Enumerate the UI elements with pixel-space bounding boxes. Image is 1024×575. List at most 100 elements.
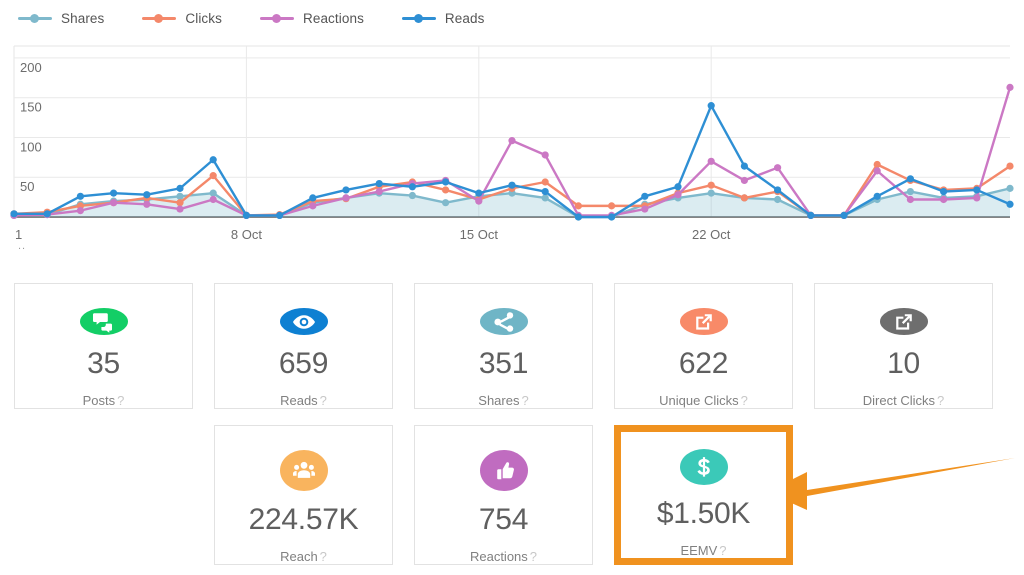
metric-card-unique-clicks[interactable]: 622 Unique Clicks?: [614, 283, 793, 409]
series-point-reads[interactable]: [276, 211, 284, 220]
metric-card-shares[interactable]: 351 Shares?: [414, 283, 593, 409]
series-point-reactions[interactable]: [375, 187, 383, 196]
series-point-reads[interactable]: [43, 210, 51, 218]
series-point-reads[interactable]: [76, 192, 84, 200]
series-point-reads[interactable]: [740, 162, 749, 170]
series-point-reads[interactable]: [674, 183, 682, 191]
series-point-clicks[interactable]: [209, 172, 217, 180]
series-point-shares[interactable]: [906, 187, 915, 196]
series-point-clicks[interactable]: [442, 186, 450, 194]
series-point-reads[interactable]: [574, 213, 583, 221]
series-point-reads[interactable]: [342, 186, 350, 194]
series-point-reads[interactable]: [143, 191, 151, 199]
series-point-reactions[interactable]: [76, 207, 84, 215]
help-icon[interactable]: ?: [529, 549, 538, 564]
series-point-clicks[interactable]: [541, 178, 549, 186]
series-point-reads[interactable]: [774, 186, 782, 194]
series-point-reactions[interactable]: [674, 191, 682, 199]
series-point-reads[interactable]: [608, 213, 616, 221]
legend-item-reactions[interactable]: Reactions: [259, 11, 364, 26]
help-icon[interactable]: ?: [319, 549, 327, 564]
series-point-reactions[interactable]: [973, 194, 981, 202]
series-point-reads[interactable]: [940, 187, 948, 196]
series-point-clicks[interactable]: [608, 202, 616, 210]
series-point-shares[interactable]: [209, 189, 217, 197]
series-point-clicks[interactable]: [707, 181, 715, 189]
eye-icon: [279, 308, 328, 335]
legend-item-shares[interactable]: Shares: [18, 11, 104, 26]
series-point-reactions[interactable]: [1006, 83, 1014, 91]
series-point-reads[interactable]: [375, 179, 383, 188]
series-point-reads[interactable]: [973, 186, 981, 194]
help-icon[interactable]: ?: [117, 393, 125, 408]
external-link-icon: [679, 308, 728, 335]
series-point-reactions[interactable]: [906, 195, 915, 204]
series-point-reads[interactable]: [209, 156, 217, 164]
series-point-reads[interactable]: [906, 175, 915, 183]
series-point-reads[interactable]: [408, 183, 416, 191]
series-point-reactions[interactable]: [873, 167, 881, 175]
series-point-reads[interactable]: [10, 210, 18, 218]
help-icon[interactable]: ?: [719, 543, 727, 558]
help-icon[interactable]: ?: [740, 393, 748, 408]
y-axis-tick-label: 100: [20, 139, 42, 154]
series-point-shares[interactable]: [176, 192, 184, 200]
series-point-reads[interactable]: [541, 187, 549, 196]
series-point-shares[interactable]: [541, 194, 549, 202]
series-point-reactions[interactable]: [541, 151, 549, 159]
series-point-reads[interactable]: [641, 192, 649, 200]
series-point-reads[interactable]: [873, 192, 881, 200]
series-point-reactions[interactable]: [110, 199, 118, 207]
series-point-reads[interactable]: [309, 194, 317, 202]
metric-card-reactions[interactable]: 754 Reactions?: [414, 425, 593, 565]
series-point-reads[interactable]: [508, 181, 516, 189]
help-icon[interactable]: ?: [521, 393, 529, 408]
help-icon[interactable]: ?: [319, 393, 327, 408]
metric-label: Unique Clicks: [659, 393, 739, 408]
metric-card-direct-clicks[interactable]: 10 Direct Clicks?: [814, 283, 993, 409]
legend-item-clicks[interactable]: Clicks: [142, 11, 222, 26]
series-point-reactions[interactable]: [475, 197, 483, 205]
series-point-reactions[interactable]: [176, 205, 184, 213]
series-point-reads[interactable]: [840, 211, 848, 220]
series-point-reactions[interactable]: [143, 200, 151, 208]
metric-card-reads[interactable]: 659 Reads?: [214, 283, 393, 409]
series-point-shares[interactable]: [774, 195, 782, 204]
series-point-shares[interactable]: [707, 189, 715, 197]
series-point-clicks[interactable]: [873, 160, 881, 169]
metric-card-posts[interactable]: 35 Posts?: [14, 283, 193, 409]
legend-item-label: Reads: [444, 10, 485, 26]
metric-card-reach[interactable]: 224.57K Reach?: [214, 425, 393, 565]
metric-value: 622: [678, 347, 729, 380]
series-point-reads[interactable]: [707, 102, 715, 110]
series-point-clicks[interactable]: [740, 194, 749, 202]
series-point-reactions[interactable]: [707, 157, 715, 165]
series-point-shares[interactable]: [442, 199, 450, 207]
series-point-reads[interactable]: [242, 211, 250, 220]
metric-value: $1.50K: [656, 497, 751, 530]
series-point-reads[interactable]: [1006, 200, 1014, 208]
series-point-clicks[interactable]: [176, 199, 184, 207]
series-point-reads[interactable]: [442, 178, 450, 186]
series-point-shares[interactable]: [1006, 184, 1014, 192]
dollar-icon: [679, 449, 728, 485]
series-point-shares[interactable]: [408, 191, 416, 200]
series-point-reads[interactable]: [475, 189, 483, 197]
metric-card-eemv[interactable]: $1.50K EEMV?: [614, 425, 793, 565]
engagement-line-chart[interactable]: 50 100 150 200 1 8 Oct 15 Oct 22 Oct: [0, 36, 1024, 256]
legend-item-reads[interactable]: Reads: [401, 10, 485, 26]
help-icon[interactable]: ?: [937, 393, 945, 408]
series-point-reactions[interactable]: [740, 176, 749, 185]
series-point-reactions[interactable]: [342, 194, 350, 202]
series-point-reactions[interactable]: [508, 137, 516, 145]
series-point-reactions[interactable]: [209, 195, 217, 204]
series-point-reactions[interactable]: [940, 195, 948, 204]
series-point-reads[interactable]: [807, 211, 815, 220]
series-point-reactions[interactable]: [309, 202, 317, 210]
series-point-reads[interactable]: [176, 184, 184, 192]
series-point-clicks[interactable]: [1006, 162, 1014, 170]
series-point-reactions[interactable]: [774, 164, 782, 172]
series-point-reads[interactable]: [110, 189, 118, 197]
series-point-reactions[interactable]: [641, 205, 649, 213]
series-point-clicks[interactable]: [574, 202, 583, 210]
